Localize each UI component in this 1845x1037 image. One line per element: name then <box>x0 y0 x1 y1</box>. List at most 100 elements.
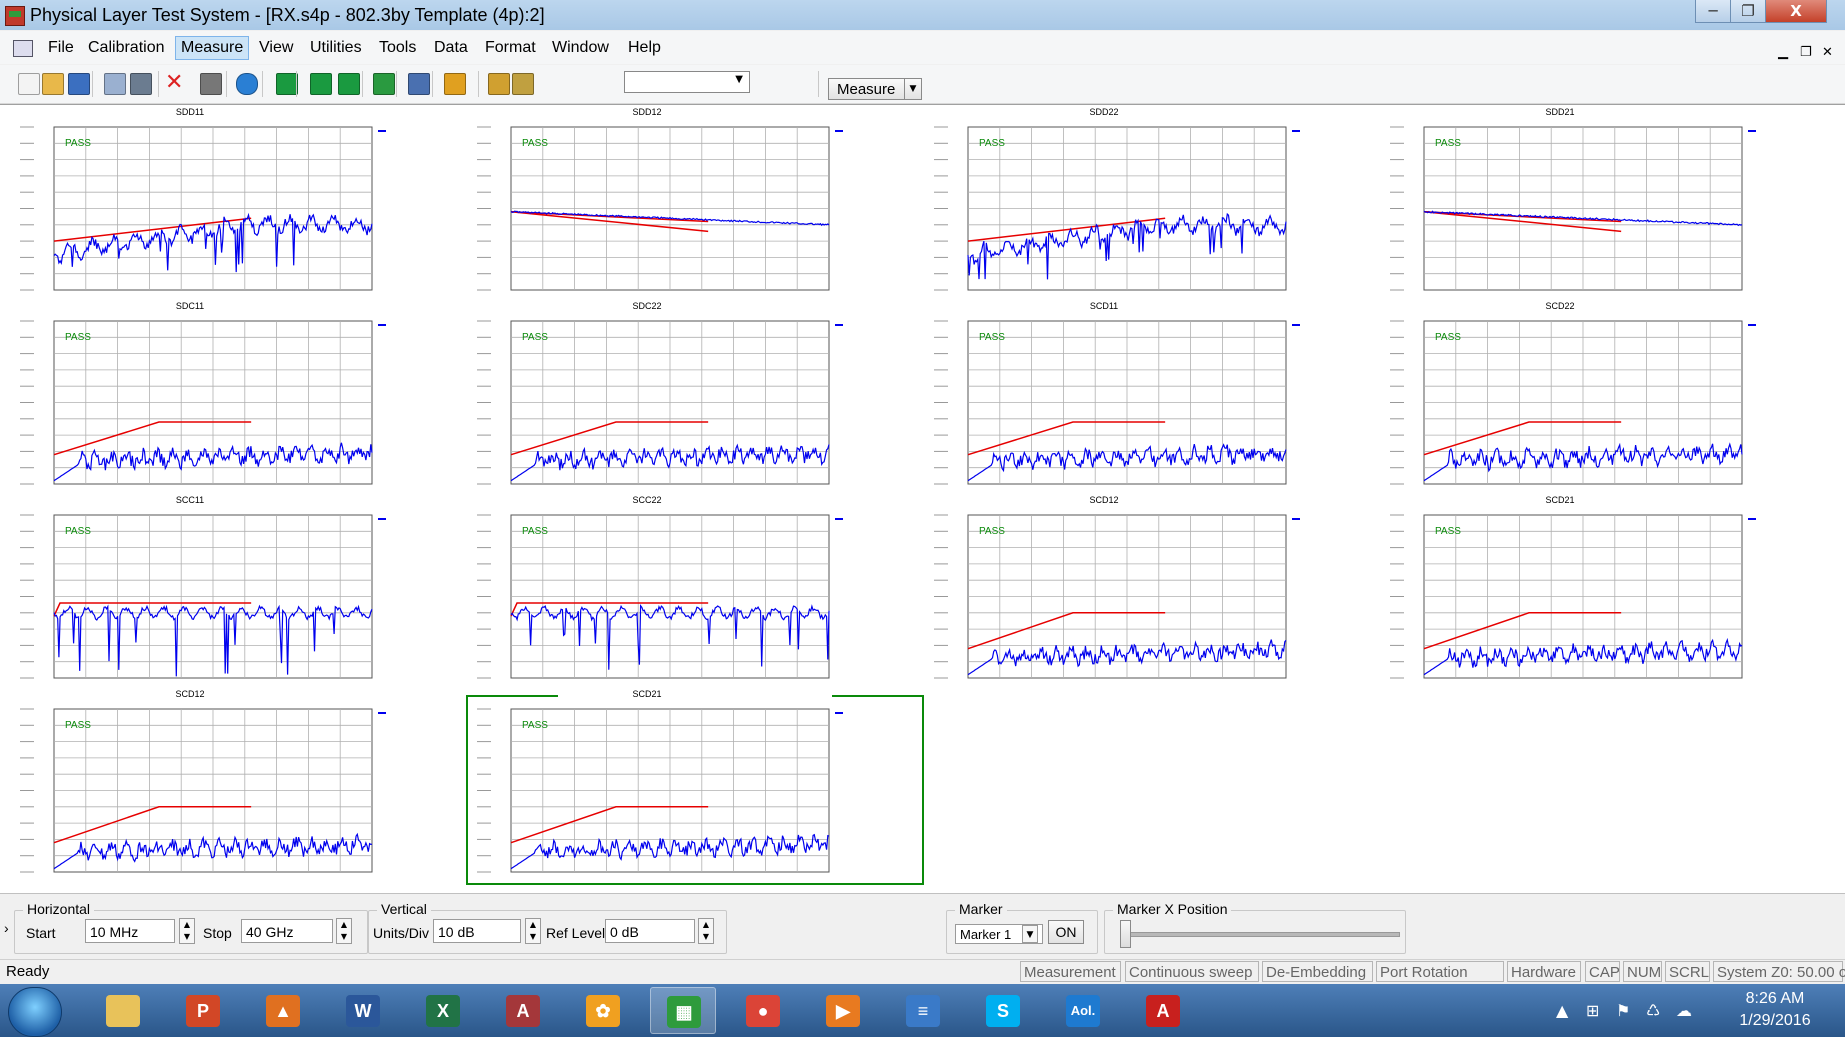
status-cell: Hardware <box>1507 961 1581 982</box>
skype-icon: S <box>986 995 1020 1027</box>
chart-sdd11[interactable]: PASS SDD11 <box>0 105 390 295</box>
save-icon[interactable] <box>68 73 90 95</box>
pass-label: PASS <box>1435 526 1461 537</box>
chart-scd21[interactable]: PASS SCD21 <box>457 687 847 877</box>
taskbar-app[interactable]: ≡ <box>890 987 956 1034</box>
marker-x-position-group: Marker X Position <box>1104 901 1406 954</box>
taskbar-app[interactable]: ✿ <box>570 987 636 1034</box>
onedrive-icon[interactable]: ☁ <box>1676 1001 1692 1020</box>
units-per-div-input[interactable]: 10 dB <box>433 919 521 943</box>
menu-file[interactable]: File <box>48 39 74 56</box>
chart-scc11[interactable]: PASS SCC11 <box>0 493 390 683</box>
stop-frequency-input[interactable]: 40 GHz <box>241 919 333 943</box>
taskbar-app[interactable]: ▶ <box>810 987 876 1034</box>
toolbar-combo[interactable] <box>624 71 750 93</box>
chart-sdd12[interactable]: PASS SDD12 <box>457 105 847 295</box>
network-icon[interactable]: ⊞ <box>1586 1001 1600 1020</box>
stop-spinner[interactable]: ▲ ▼ <box>336 918 352 944</box>
chevron-down-icon[interactable]: ▼ <box>904 79 921 99</box>
marker-x-position-slider[interactable] <box>1124 932 1400 937</box>
grid-icon[interactable] <box>373 73 395 95</box>
chart-plot: PASS <box>477 708 843 873</box>
panel-toggle-button[interactable]: › <box>4 920 9 936</box>
menu-window[interactable]: Window <box>552 39 609 56</box>
taskbar-app[interactable]: Aol. <box>1050 987 1116 1034</box>
taskbar-app[interactable]: P <box>170 987 236 1034</box>
units-spinner[interactable]: ▲ ▼ <box>525 918 541 944</box>
print-icon[interactable] <box>200 73 222 95</box>
chart-scd11[interactable]: PASS SCD11 <box>914 299 1304 489</box>
start-spinner[interactable]: ▲ ▼ <box>179 918 195 944</box>
copy-icon[interactable] <box>104 73 126 95</box>
taskbar-app[interactable]: ▲ <box>250 987 316 1034</box>
clock-time[interactable]: 8:26 AM <box>1745 990 1805 1007</box>
show-hidden-icons[interactable]: ▲ <box>1556 1001 1569 1020</box>
help-icon[interactable] <box>236 73 258 95</box>
forward-icon[interactable] <box>310 73 332 95</box>
mdi-restore-button[interactable]: ❐ <box>1800 45 1812 60</box>
menu-format[interactable]: Format <box>485 39 536 56</box>
mdi-minimize-button[interactable]: ▁ <box>1778 45 1788 60</box>
dropbox-icon[interactable]: ♺ <box>1646 1001 1661 1020</box>
toolbar-separator <box>478 71 479 97</box>
chart-scd22[interactable]: PASS SCD22 <box>1370 299 1760 489</box>
menu-utilities[interactable]: Utilities <box>310 39 362 56</box>
chart-sdd22[interactable]: PASS SDD22 <box>914 105 1304 295</box>
slider-thumb[interactable] <box>1120 920 1131 948</box>
ruler-icon[interactable] <box>512 73 534 95</box>
status-cell: De-Embedding <box>1262 961 1373 982</box>
menu-data[interactable]: Data <box>434 39 468 56</box>
menu-measure[interactable]: Measure <box>175 36 250 60</box>
marker-select[interactable]: Marker 1 <box>955 924 1043 944</box>
menu-tools[interactable]: Tools <box>379 39 417 56</box>
camera-icon[interactable] <box>130 73 152 95</box>
chevron-down-icon[interactable]: ▼ <box>1022 925 1038 943</box>
taskbar-app[interactable]: X <box>410 987 476 1034</box>
chart-scc22[interactable]: PASS SCC22 <box>457 493 847 683</box>
tile-icon[interactable] <box>488 73 510 95</box>
chart-scd12[interactable]: PASS SCD12 <box>914 493 1304 683</box>
open-icon[interactable] <box>42 73 64 95</box>
taskbar-app[interactable]: W <box>330 987 396 1034</box>
measurement-trace <box>1423 210 1743 227</box>
maximize-button[interactable]: ❐ <box>1730 0 1766 23</box>
ref-level-spinner[interactable]: ▲ ▼ <box>698 918 714 944</box>
action-center-icon[interactable]: ⚑ <box>1616 1001 1631 1020</box>
taskbar-app[interactable]: A <box>1130 987 1196 1034</box>
marker-icon[interactable] <box>444 73 466 95</box>
chart-sdd21[interactable]: PASS SDD21 <box>1370 105 1760 295</box>
ref-level-input[interactable]: 0 dB <box>605 919 695 943</box>
chart-scd21[interactable]: PASS SCD21 <box>1370 493 1760 683</box>
taskbar-app[interactable]: A <box>490 987 556 1034</box>
menu-calibration[interactable]: Calibration <box>88 39 165 56</box>
chart-sdc22[interactable]: PASS SDC22 <box>457 299 847 489</box>
marker-on-button[interactable]: ON <box>1048 920 1084 944</box>
layout-icon[interactable] <box>408 73 430 95</box>
taskbar-app[interactable]: ● <box>730 987 796 1034</box>
close-button[interactable]: X <box>1765 0 1827 23</box>
back-icon[interactable] <box>276 73 298 95</box>
mdi-close-button[interactable]: ✕ <box>1822 45 1833 60</box>
clock-date[interactable]: 1/29/2016 <box>1739 1012 1811 1029</box>
measure-dropdown[interactable]: Measure ▼ <box>828 78 922 100</box>
status-cell: CAP <box>1585 961 1620 982</box>
taskbar-app[interactable]: S <box>970 987 1036 1034</box>
limit-line <box>53 421 252 456</box>
chart-sdc11[interactable]: PASS SDC11 <box>0 299 390 489</box>
taskbar-app[interactable] <box>90 987 156 1034</box>
matlab-icon: ▲ <box>266 995 300 1027</box>
minimize-button[interactable]: ─ <box>1695 0 1731 23</box>
menu-help[interactable]: Help <box>628 39 661 56</box>
new-icon[interactable] <box>18 73 40 95</box>
taskbar-app[interactable]: ▦ <box>650 987 716 1034</box>
start-frequency-input[interactable]: 10 MHz <box>85 919 175 943</box>
menu-view[interactable]: View <box>259 39 294 56</box>
scanner-icon: ≡ <box>906 995 940 1027</box>
measurement-trace <box>510 210 830 227</box>
chart-title: SCD22 <box>1545 301 1575 311</box>
delete-icon[interactable]: ✕ <box>165 70 184 95</box>
export-icon[interactable] <box>338 73 360 95</box>
document-icon[interactable] <box>13 40 33 57</box>
start-button[interactable] <box>8 987 62 1037</box>
chart-scd12[interactable]: PASS SCD12 <box>0 687 390 877</box>
